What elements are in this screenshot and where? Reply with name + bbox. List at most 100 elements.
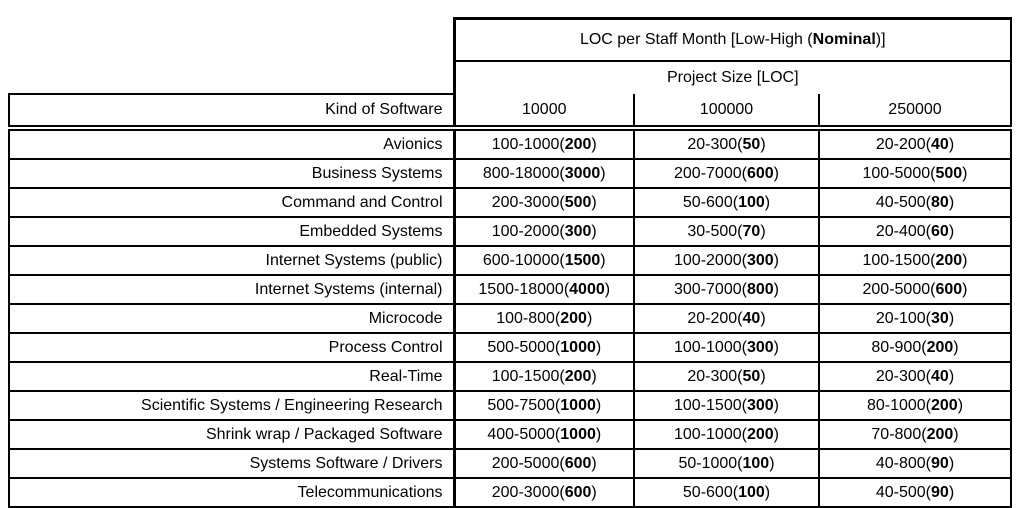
kind-of-software-cell: Microcode: [8, 304, 456, 334]
loc-value-cell: 500-7500(1000): [452, 390, 635, 421]
table-row: Avionics 100-1000(200) 20-300(50) 20-200(40…: [8, 127, 1012, 160]
kind-of-software-cell: Systems Software / Drivers: [8, 449, 456, 479]
title-suffix: )]: [875, 31, 886, 48]
nominal-value: 4000: [569, 280, 605, 298]
nominal-value: 500: [935, 164, 963, 182]
loc-value-cell: 20-300(50): [633, 361, 820, 392]
column-header-100000: 100000: [633, 94, 819, 131]
nominal-value: 50: [742, 135, 761, 153]
nominal-value: 300: [746, 396, 774, 414]
loc-value-cell: 100-1000(200): [452, 127, 635, 160]
nominal-value: 600: [564, 483, 592, 501]
nominal-value: 100: [738, 483, 765, 501]
nominal-value: 200: [926, 338, 954, 356]
loc-value-cell: 50-600(100): [633, 477, 820, 508]
nominal-value: 50: [742, 367, 761, 385]
nominal-value: 500: [564, 193, 592, 211]
project-size-subtitle: Project Size [LOC]: [452, 60, 1012, 94]
loc-value-cell: 80-1000(200): [818, 390, 1012, 421]
loc-value-cell: 100-5000(500): [818, 158, 1012, 189]
nominal-value: 1000: [560, 396, 596, 414]
nominal-value: 40: [931, 367, 949, 385]
nominal-value: 90: [931, 454, 949, 472]
nominal-value: 60: [931, 222, 949, 240]
loc-value-cell: 100-2000(300): [633, 245, 820, 276]
nominal-value: 100: [738, 193, 765, 211]
loc-value-cell: 50-600(100): [633, 187, 820, 218]
nominal-value: 300: [746, 338, 774, 356]
loc-value-cell: 100-1000(300): [633, 332, 820, 363]
loc-value-cell: 100-1500(200): [452, 361, 635, 392]
table-row: Real-Time 100-1500(200) 20-300(50) 20-300(4…: [8, 361, 1012, 392]
loc-value-cell: 50-1000(100): [633, 448, 820, 479]
loc-value-cell: 1500-18000(4000): [452, 274, 635, 305]
loc-value-cell: 200-5000(600): [818, 274, 1012, 305]
loc-value-cell: 100-1500(300): [633, 390, 820, 421]
nominal-value: 600: [935, 280, 963, 298]
kind-of-software-cell: Embedded Systems: [8, 217, 456, 247]
table-row: Telecommunications 200-3000(600) 50-600(10…: [8, 477, 1012, 508]
loc-value-cell: 800-18000(3000): [452, 158, 635, 189]
table-row: Microcode 100-800(200) 20-200(40) 20-100(30…: [8, 303, 1012, 334]
table-row: Command and Control 200-3000(500) 50-600(1…: [8, 187, 1012, 218]
table-row: Shrink wrap / Packaged Software 400-5000(…: [8, 419, 1012, 450]
kind-of-software-cell: Scientific Systems / Engineering Researc…: [8, 391, 456, 421]
column-header-10000: 10000: [452, 94, 634, 131]
loc-value-cell: 200-3000(500): [452, 187, 635, 218]
loc-value-cell: 400-5000(1000): [452, 419, 635, 450]
subtitle-row: Project Size [LOC]: [9, 60, 1012, 94]
table-row: Systems Software / Drivers 200-5000(600) 5…: [8, 448, 1012, 479]
nominal-value: 200: [564, 367, 592, 385]
nominal-value: 300: [564, 222, 592, 240]
kind-of-software-cell: Real-Time: [8, 362, 456, 392]
nominal-value: 30: [931, 309, 949, 327]
kind-of-software-cell: Avionics: [8, 128, 456, 160]
kind-of-software-cell: Internet Systems (public): [8, 246, 456, 276]
nominal-value: 100: [742, 454, 770, 472]
loc-value-cell: 30-500(70): [633, 216, 820, 247]
loc-value-cell: 20-100(30): [818, 303, 1012, 334]
loc-value-cell: 20-300(40): [818, 361, 1012, 392]
kind-of-software-cell: Command and Control: [8, 188, 456, 218]
column-header-250000: 250000: [818, 94, 1012, 131]
nominal-value: 1000: [560, 425, 596, 443]
kind-of-software-cell: Telecommunications: [8, 478, 456, 508]
loc-value-cell: 80-900(200): [818, 332, 1012, 363]
loc-value-cell: 20-200(40): [818, 127, 1012, 160]
loc-value-cell: 40-500(90): [818, 477, 1012, 508]
loc-table-body: Avionics 100-1000(200) 20-300(50) 20-200(40…: [8, 127, 1012, 508]
table-title: LOC per Staff Month [Low-High (Nominal)]: [452, 17, 1012, 62]
blank-corner-cell: [9, 18, 454, 61]
table-row: Embedded Systems 100-2000(300) 30-500(70) 2…: [8, 216, 1012, 247]
table-row: Internet Systems (internal) 1500-18000(40…: [8, 274, 1012, 305]
loc-value-cell: 300-7000(800): [633, 274, 820, 305]
loc-value-cell: 70-800(200): [818, 419, 1012, 450]
title-prefix: LOC per Staff Month [Low-High (: [579, 31, 813, 48]
title-row: LOC per Staff Month [Low-High (Nominal)]: [9, 17, 1012, 62]
loc-value-cell: 20-400(60): [818, 216, 1012, 247]
table-row: Scientific Systems / Engineering Researc…: [8, 390, 1012, 421]
blank-corner-cell: [9, 61, 454, 94]
nominal-value: 200: [931, 396, 958, 414]
loc-value-cell: 100-2000(300): [452, 216, 635, 247]
nominal-value: 200: [560, 309, 587, 327]
nominal-value: 200: [564, 135, 592, 153]
nominal-value: 3000: [564, 164, 601, 182]
loc-value-cell: 100-1500(200): [818, 245, 1012, 276]
table-row: Process Control 500-5000(1000) 100-1000(30…: [8, 332, 1012, 363]
nominal-value: 80: [931, 193, 949, 211]
loc-value-cell: 40-500(80): [818, 187, 1012, 218]
title-bold-nominal: Nominal: [812, 31, 876, 48]
loc-value-cell: 600-10000(1500): [452, 245, 635, 276]
nominal-value: 70: [742, 222, 761, 240]
nominal-value: 40: [931, 135, 949, 153]
loc-value-cell: 100-800(200): [452, 303, 635, 334]
loc-value-cell: 500-5000(1000): [452, 332, 635, 363]
loc-value-cell: 100-1000(200): [633, 419, 820, 450]
nominal-value: 200: [926, 425, 954, 443]
loc-value-cell: 200-5000(600): [452, 448, 635, 479]
kind-of-software-cell: Business Systems: [8, 159, 456, 189]
kind-of-software-cell: Process Control: [8, 333, 456, 363]
nominal-value: 200: [746, 425, 774, 443]
loc-value-cell: 40-800(90): [818, 448, 1012, 479]
